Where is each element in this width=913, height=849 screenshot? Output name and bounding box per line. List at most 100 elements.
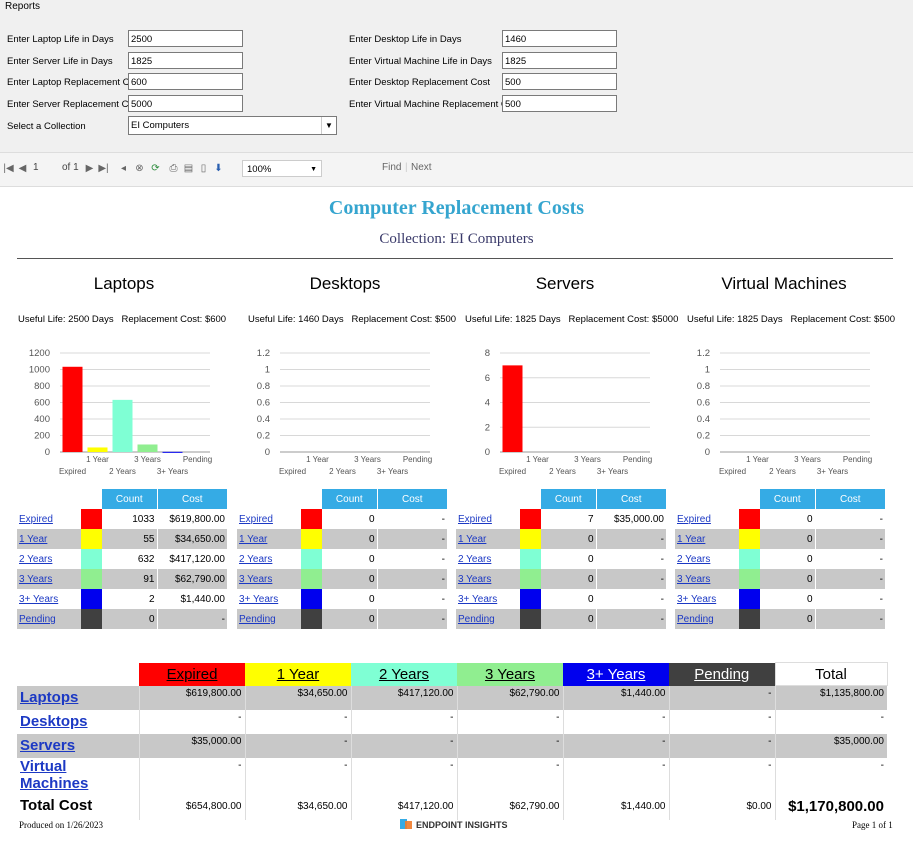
vm-life-input[interactable]: 1825: [502, 52, 617, 69]
summary-header-pending[interactable]: Pending: [669, 662, 775, 686]
prev-page-icon[interactable]: ◀: [18, 163, 27, 174]
category-link[interactable]: Pending: [237, 609, 301, 629]
table-row: 3+ Years 0-: [675, 589, 885, 609]
summary-cell: -: [456, 757, 563, 792]
summary-cell: -: [774, 757, 887, 792]
count-cell: 91: [102, 569, 158, 589]
print-layout-icon[interactable]: ▤: [183, 163, 194, 174]
cost-header: Cost: [377, 489, 447, 509]
zoom-select[interactable]: 100% ▼: [242, 160, 322, 177]
category-link[interactable]: Pending: [17, 609, 81, 629]
summary-row-link[interactable]: Laptops: [17, 685, 139, 710]
count-header: Count: [760, 489, 816, 509]
category-link[interactable]: 1 Year: [237, 529, 301, 549]
category-link[interactable]: Expired: [237, 509, 301, 529]
category-link[interactable]: Pending: [675, 609, 739, 629]
breakdown-table: Count Cost Expired 0-1 Year 0-2 Years 0-3 Yea…: [237, 489, 447, 629]
cost-cell: -: [377, 609, 447, 629]
category-link[interactable]: 3+ Years: [456, 589, 520, 609]
back-icon[interactable]: ◂: [120, 163, 127, 174]
cost-cell: -: [815, 549, 885, 569]
category-link[interactable]: Pending: [456, 609, 520, 629]
category-link[interactable]: 1 Year: [17, 529, 81, 549]
vm-cost-input[interactable]: 500: [502, 95, 617, 112]
next-link[interactable]: Next: [411, 162, 432, 173]
count-cell: 1033: [102, 509, 158, 529]
cost-cell: $35,000.00: [596, 509, 666, 529]
summary-header-1-year[interactable]: 1 Year: [245, 662, 351, 686]
summary-cell: $1,440.00: [562, 685, 669, 710]
desktops-cost: Replacement Cost: $500: [351, 314, 457, 325]
zoom-value: 100%: [247, 164, 272, 175]
server-cost-input[interactable]: 5000: [128, 95, 243, 112]
zoom-dropdown-icon[interactable]: ▼: [310, 166, 317, 173]
table-row: 3+ Years 0-: [237, 589, 447, 609]
y-tick-label: 0: [485, 447, 490, 458]
page-setup-icon[interactable]: ▯: [200, 163, 207, 174]
category-link[interactable]: 3 Years: [237, 569, 301, 589]
summary-header-total: Total: [774, 662, 888, 686]
category-link[interactable]: Expired: [17, 509, 81, 529]
vm-life-label: Enter Virtual Machine Life in Days: [349, 56, 492, 67]
summary-header-3-years[interactable]: 3+ Years: [563, 662, 669, 686]
x-tick-label: 2 Years: [549, 467, 576, 476]
window-titlebar: Reports: [0, 0, 913, 20]
y-tick-label: 0: [705, 447, 710, 458]
cost-cell: -: [815, 529, 885, 549]
table-row: Expired 7 $35,000.00: [456, 509, 666, 529]
cost-header: Cost: [157, 489, 227, 509]
category-link[interactable]: Expired: [456, 509, 520, 529]
export-icon[interactable]: ⬇: [214, 163, 223, 174]
laptop-life-input[interactable]: 2500: [128, 30, 243, 47]
category-link[interactable]: Expired: [675, 509, 739, 529]
summary-header-2-years[interactable]: 2 Years: [351, 662, 457, 686]
count-header: Count: [322, 489, 378, 509]
print-icon[interactable]: ⎙: [169, 163, 178, 174]
category-link[interactable]: 3 Years: [675, 569, 739, 589]
chevron-down-icon[interactable]: ▼: [321, 117, 336, 134]
category-link[interactable]: 3 Years: [456, 569, 520, 589]
category-link[interactable]: 3+ Years: [17, 589, 81, 609]
category-link[interactable]: 2 Years: [675, 549, 739, 569]
bar-expired: [62, 366, 83, 452]
count-cell: 0: [322, 569, 378, 589]
parameters-panel: Enter Laptop Life in Days 2500 Enter Ser…: [0, 20, 913, 152]
bar-3-years: [162, 451, 183, 453]
category-swatch: [739, 549, 760, 569]
x-tick-label: 1 Year: [86, 455, 109, 464]
refresh-icon[interactable]: ⟳: [151, 163, 160, 174]
summary-header-expired[interactable]: Expired: [139, 662, 245, 686]
servers-life: Useful Life: 1825 Days: [465, 314, 561, 325]
category-link[interactable]: 3 Years: [17, 569, 81, 589]
stop-icon[interactable]: ⊗: [135, 163, 144, 174]
summary-row-link[interactable]: Servers: [17, 733, 139, 758]
category-link[interactable]: 1 Year: [675, 529, 739, 549]
next-page-icon[interactable]: ▶: [85, 163, 94, 174]
summary-cell: -: [350, 733, 457, 758]
summary-header-3-years[interactable]: 3 Years: [457, 662, 563, 686]
desktop-cost-input[interactable]: 500: [502, 73, 617, 90]
category-link[interactable]: 3+ Years: [675, 589, 739, 609]
summary-row-link[interactable]: Virtual Machines: [17, 757, 139, 792]
category-link[interactable]: 2 Years: [17, 549, 81, 569]
servers-cost: Replacement Cost: $5000: [568, 314, 679, 325]
cost-cell: $34,650.00: [157, 529, 227, 549]
category-link[interactable]: 3+ Years: [237, 589, 301, 609]
footer-date: Produced on 1/26/2023: [19, 820, 103, 830]
category-link[interactable]: 1 Year: [456, 529, 520, 549]
collection-select[interactable]: EI Computers ▼: [128, 116, 337, 135]
laptop-cost-input[interactable]: 600: [128, 73, 243, 90]
count-cell: 0: [102, 609, 158, 629]
category-swatch: [81, 509, 102, 529]
category-link[interactable]: 2 Years: [237, 549, 301, 569]
category-link[interactable]: 2 Years: [456, 549, 520, 569]
server-life-input[interactable]: 1825: [128, 52, 243, 69]
summary-row-link[interactable]: Desktops: [17, 709, 139, 734]
first-page-icon[interactable]: |◀: [3, 163, 14, 174]
current-page-input[interactable]: 1: [33, 162, 39, 173]
last-page-icon[interactable]: ▶|: [98, 163, 109, 174]
desktop-life-input[interactable]: 1460: [502, 30, 617, 47]
find-link[interactable]: Find: [382, 162, 402, 173]
summary-cell: -: [562, 757, 669, 792]
